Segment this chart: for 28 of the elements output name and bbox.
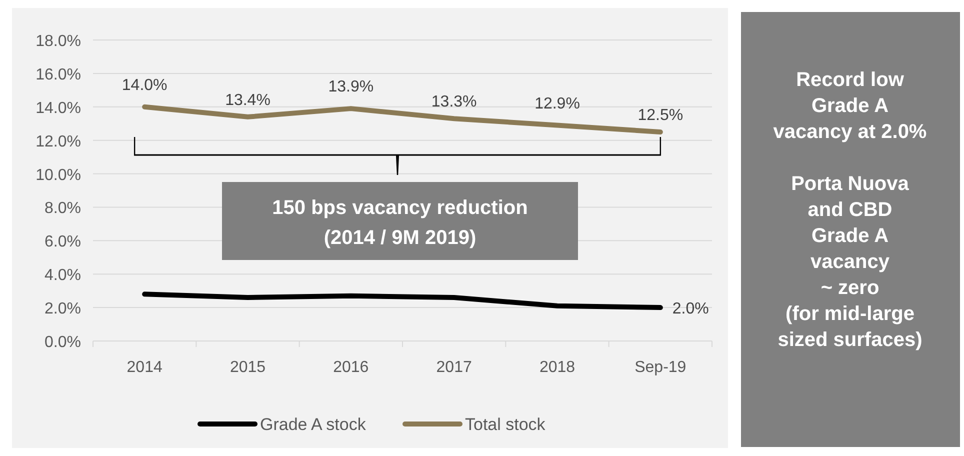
data-label: 14.0%	[122, 76, 168, 94]
data-label: 13.3%	[431, 94, 477, 111]
callout-box: 150 bps vacancy reduction (2014 / 9M 2019)	[222, 182, 578, 260]
x-tick-label: 2016	[333, 359, 369, 376]
y-tick-label: 0.0%	[44, 334, 81, 351]
y-tick-label: 2.0%	[44, 300, 81, 318]
x-tick-label: 2014	[126, 359, 162, 376]
y-tick-label: 10.0%	[36, 166, 81, 184]
annotation: 150 bps vacancy reduction (2014 / 9M 2019)	[272, 197, 528, 249]
x-tick-label: 2015	[230, 359, 266, 376]
y-tick-label: 14.0%	[36, 100, 81, 117]
y-tick-label: 16.0%	[36, 66, 81, 84]
side-panel: Record low Grade A vacancy at 2.0% Porta Nuova and CBD Grade A vacancy ~ zero (for mid-large sized surfaces)	[741, 12, 960, 447]
y-tick-label: 4.0%	[44, 267, 81, 284]
x-tick-label: 2018	[539, 359, 576, 376]
data-label: 13.9%	[328, 78, 374, 96]
y-tick-label: 18.0%	[36, 33, 81, 50]
data-label: 12.5%	[638, 106, 684, 124]
legend-label: Total stock	[465, 415, 546, 434]
legend-label: Grade A stock	[260, 415, 366, 434]
x-tick-label: 2017	[436, 359, 472, 376]
y-tick-label: 6.0%	[44, 234, 81, 251]
data-label: 13.4%	[225, 92, 270, 109]
y-tick-label: 8.0%	[44, 200, 81, 218]
data-label: 2.0%	[672, 300, 709, 318]
x-tick-label: Sep-19	[634, 359, 686, 376]
data-label: 12.9%	[534, 95, 580, 112]
y-tick-label: 12.0%	[36, 133, 81, 150]
